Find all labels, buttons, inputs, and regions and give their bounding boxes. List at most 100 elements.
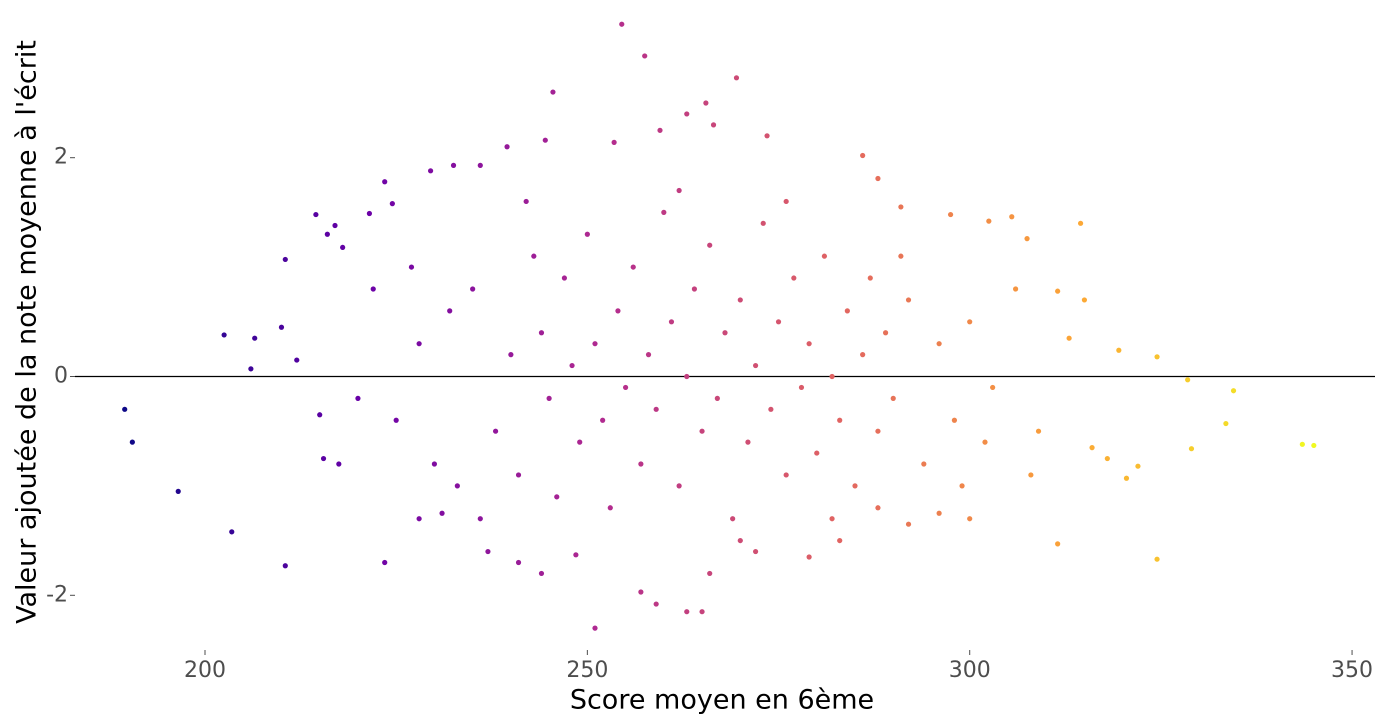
point: [611, 139, 617, 145]
point: [676, 187, 682, 194]
point: [389, 201, 395, 207]
point: [737, 297, 743, 303]
point: [806, 341, 812, 347]
point: [959, 483, 965, 489]
point: [573, 552, 579, 558]
point: [1135, 463, 1141, 469]
point: [821, 253, 828, 259]
point: [699, 428, 705, 434]
point: [638, 461, 644, 467]
x-tick-label: 350: [1331, 658, 1373, 683]
point: [722, 330, 728, 336]
point: [542, 137, 548, 143]
point: [760, 220, 766, 226]
point: [1104, 455, 1110, 462]
point: [531, 253, 537, 259]
point: [416, 516, 422, 522]
point: [783, 198, 789, 205]
point: [791, 275, 797, 281]
point: [122, 406, 128, 412]
point: [1185, 377, 1191, 383]
point: [229, 529, 235, 535]
point: [1299, 441, 1305, 447]
point: [1066, 335, 1072, 341]
point: [829, 373, 835, 380]
point: [1154, 556, 1160, 562]
point: [630, 264, 636, 270]
point: [393, 417, 399, 423]
point: [691, 286, 698, 292]
point: [282, 563, 288, 569]
point: [515, 472, 522, 478]
point: [642, 53, 648, 59]
point: [485, 548, 491, 555]
point: [936, 510, 942, 516]
point: [550, 89, 556, 95]
point: [492, 428, 499, 434]
point: [1116, 347, 1122, 353]
point: [336, 461, 342, 467]
point: [837, 417, 843, 423]
point: [875, 428, 881, 434]
point: [454, 483, 460, 489]
point: [875, 505, 881, 511]
point: [733, 75, 740, 81]
point: [1028, 472, 1034, 478]
point: [783, 472, 789, 478]
point: [699, 609, 705, 615]
point: [657, 127, 663, 133]
point: [867, 275, 873, 281]
point: [1154, 354, 1160, 360]
x-tick-label: 200: [184, 658, 226, 683]
point: [921, 461, 927, 467]
point: [561, 275, 568, 281]
point: [1311, 442, 1317, 449]
point: [703, 100, 709, 106]
point: [936, 341, 942, 347]
point: [1024, 236, 1030, 242]
point: [416, 341, 422, 347]
point: [477, 516, 483, 522]
point: [477, 162, 483, 168]
point: [355, 395, 361, 401]
point: [707, 570, 713, 577]
point: [470, 286, 476, 292]
point: [982, 439, 988, 445]
point: [806, 554, 812, 560]
x-axis-title: Score moyen en 6ème: [570, 685, 874, 716]
point: [294, 357, 300, 363]
point: [538, 330, 545, 336]
point: [1089, 445, 1095, 451]
point: [730, 516, 736, 522]
point: [638, 589, 644, 595]
point: [764, 133, 770, 139]
point: [905, 297, 912, 303]
point: [707, 242, 713, 248]
point: [332, 222, 338, 229]
point: [584, 231, 590, 237]
point: [439, 510, 445, 516]
x-tick-label: 250: [566, 658, 608, 683]
point: [875, 175, 881, 182]
point: [752, 362, 759, 369]
point: [890, 395, 896, 401]
point: [752, 548, 759, 555]
point: [600, 417, 606, 423]
point: [382, 179, 388, 185]
point: [882, 330, 889, 336]
point: [1055, 288, 1061, 294]
point: [668, 319, 675, 325]
point: [653, 406, 659, 412]
point: [175, 488, 181, 494]
point: [340, 244, 346, 251]
point: [684, 609, 690, 615]
point: [967, 319, 973, 325]
point: [653, 601, 659, 607]
point: [905, 521, 912, 527]
point: [252, 335, 258, 341]
point: [1009, 214, 1015, 220]
point: [990, 384, 996, 391]
y-tick-label: 0: [54, 363, 68, 388]
point: [947, 211, 954, 218]
